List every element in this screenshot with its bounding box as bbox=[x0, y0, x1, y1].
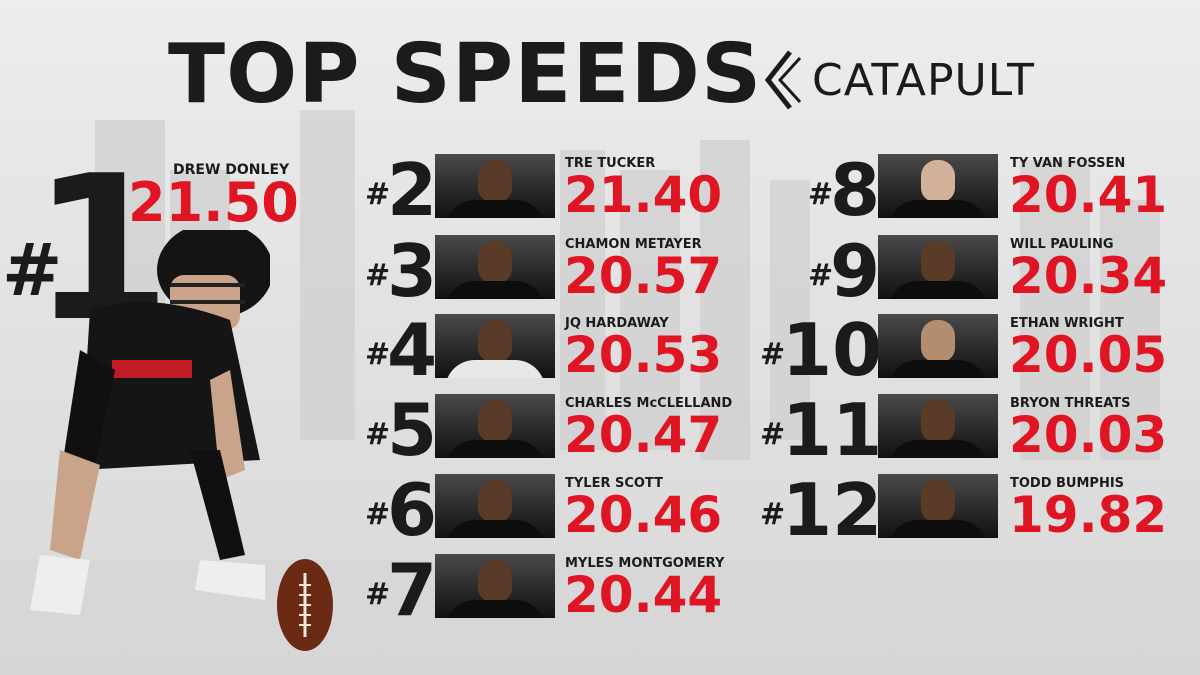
list-item: # 8 TY VAN FOSSEN 20.41 bbox=[770, 154, 1170, 226]
top-player-photo bbox=[30, 230, 270, 615]
rank-hash: # bbox=[365, 497, 391, 532]
rank-hash: # bbox=[2, 228, 63, 312]
player-photo bbox=[878, 394, 998, 458]
player-speed: 20.34 bbox=[1009, 247, 1168, 305]
rank-number: 9 bbox=[830, 229, 881, 313]
player-photo bbox=[435, 394, 555, 458]
rank-number: 10 bbox=[782, 308, 883, 392]
player-photo bbox=[878, 474, 998, 538]
rank-number: 6 bbox=[387, 468, 438, 552]
top-player-name: DREW DONLEY bbox=[173, 162, 290, 178]
list-item: # 7 MYLES MONTGOMERY 20.44 bbox=[365, 554, 755, 626]
list-item: # 6 TYLER SCOTT 20.46 bbox=[365, 474, 755, 546]
rank-number: 12 bbox=[782, 468, 883, 552]
rank-number: 11 bbox=[782, 388, 883, 472]
list-item: # 2 TRE TUCKER 21.40 bbox=[365, 154, 755, 226]
player-photo bbox=[435, 554, 555, 618]
top-player-speed: 21.50 bbox=[128, 171, 299, 234]
player-speed: 20.03 bbox=[1009, 406, 1168, 464]
list-item: # 9 WILL PAULING 20.34 bbox=[770, 235, 1170, 307]
player-name: TRE TUCKER bbox=[565, 156, 656, 171]
player-speed: 20.41 bbox=[1009, 166, 1168, 224]
player-name: TODD BUMPHIS bbox=[1010, 476, 1125, 491]
list-item: # 4 JQ HARDAWAY 20.53 bbox=[365, 314, 755, 386]
list-item: # 11 BRYON THREATS 20.03 bbox=[752, 394, 1172, 466]
player-photo bbox=[878, 235, 998, 299]
rank-hash: # bbox=[808, 177, 834, 212]
rank-number: 7 bbox=[387, 548, 438, 632]
rank-number: 2 bbox=[387, 148, 438, 232]
catapult-chevron-icon bbox=[764, 50, 802, 110]
player-name: BRYON THREATS bbox=[1010, 396, 1131, 411]
player-name: ETHAN WRIGHT bbox=[1010, 316, 1124, 331]
player-name: CHARLES McCLELLAND bbox=[565, 396, 733, 411]
rank-hash: # bbox=[365, 577, 391, 612]
player-speed: 20.53 bbox=[564, 326, 723, 384]
rank-number: 8 bbox=[830, 148, 881, 232]
player-name: TY VAN FOSSEN bbox=[1010, 156, 1126, 171]
player-name: WILL PAULING bbox=[1010, 237, 1114, 252]
rank-hash: # bbox=[365, 417, 391, 452]
list-item: # 10 ETHAN WRIGHT 20.05 bbox=[752, 314, 1172, 386]
rank-hash: # bbox=[760, 337, 786, 372]
player-name: MYLES MONTGOMERY bbox=[565, 556, 725, 571]
rank-number: 3 bbox=[387, 229, 438, 313]
player-speed: 20.57 bbox=[564, 247, 723, 305]
player-speed: 20.46 bbox=[564, 486, 723, 544]
rank-number: 5 bbox=[387, 388, 438, 472]
player-photo bbox=[435, 235, 555, 299]
player-name: CHAMON METAYER bbox=[565, 237, 702, 252]
list-item: # 12 TODD BUMPHIS 19.82 bbox=[752, 474, 1172, 546]
player-name: JQ HARDAWAY bbox=[565, 316, 669, 331]
list-item: # 3 CHAMON METAYER 20.57 bbox=[365, 235, 755, 307]
rank-hash: # bbox=[808, 258, 834, 293]
rank-hash: # bbox=[760, 497, 786, 532]
rank-hash: # bbox=[365, 337, 391, 372]
list-item: # 5 CHARLES McCLELLAND 20.47 bbox=[365, 394, 755, 466]
catapult-logo: CATAPULT bbox=[760, 50, 1035, 110]
rank-hash: # bbox=[365, 177, 391, 212]
rank-hash: # bbox=[365, 258, 391, 293]
player-photo bbox=[878, 314, 998, 378]
player-name: TYLER SCOTT bbox=[565, 476, 663, 491]
brand-name: CATAPULT bbox=[812, 54, 1036, 106]
player-speed: 19.82 bbox=[1009, 486, 1168, 544]
player-photo bbox=[435, 314, 555, 378]
player-speed: 20.47 bbox=[564, 406, 723, 464]
rank-number: 4 bbox=[387, 308, 438, 392]
player-speed: 20.44 bbox=[564, 566, 723, 624]
football-image bbox=[277, 559, 333, 651]
player-photo bbox=[435, 154, 555, 218]
player-speed: 21.40 bbox=[564, 166, 723, 224]
player-photo bbox=[435, 474, 555, 538]
rank-hash: # bbox=[760, 417, 786, 452]
player-photo bbox=[878, 154, 998, 218]
page-title: TOP SPEEDS bbox=[168, 27, 763, 122]
player-speed: 20.05 bbox=[1009, 326, 1168, 384]
